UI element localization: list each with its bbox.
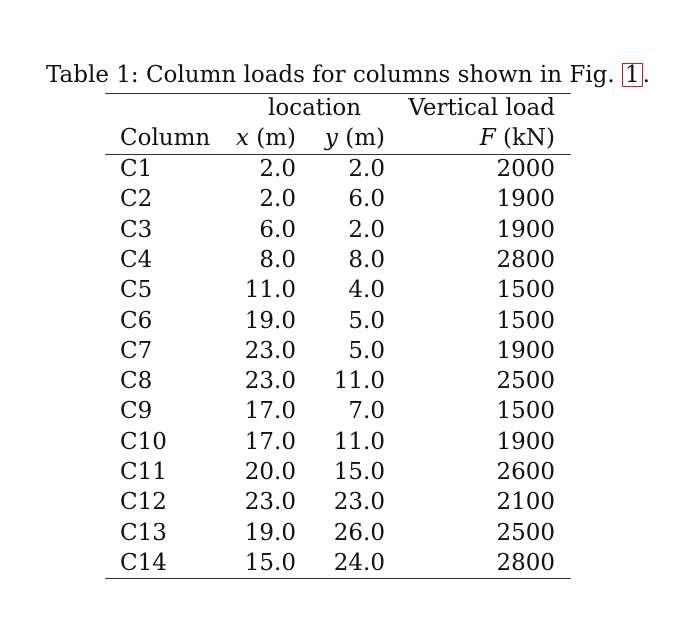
cell-column-id: C12 <box>120 489 167 515</box>
cell-force: 2800 <box>496 550 555 576</box>
header-f-unit: (kN) <box>495 125 555 151</box>
cell-column-id: C1 <box>120 156 153 182</box>
cell-x: 2.0 <box>259 186 296 212</box>
cell-column-id: C14 <box>120 550 167 576</box>
cell-x: 17.0 <box>244 398 296 424</box>
cell-column-id: C6 <box>120 308 153 334</box>
figure-reference-link[interactable]: 1 <box>621 63 643 87</box>
header-y-var: y <box>324 125 338 151</box>
cell-y: 5.0 <box>348 338 385 364</box>
header-y-unit: (m) <box>337 125 385 151</box>
header-vertical-load: Vertical load <box>408 95 555 121</box>
cell-y: 23.0 <box>333 489 385 515</box>
cell-y: 7.0 <box>348 398 385 424</box>
cell-force: 1900 <box>496 217 555 243</box>
cell-x: 11.0 <box>244 277 296 303</box>
cell-column-id: C3 <box>120 217 153 243</box>
cell-y: 26.0 <box>333 520 385 546</box>
table-header-rule <box>105 154 571 155</box>
cell-force: 1900 <box>496 429 555 455</box>
cell-y: 8.0 <box>348 247 385 273</box>
header-column: Column <box>120 125 211 151</box>
cell-x: 6.0 <box>259 217 296 243</box>
header-x: x (m) <box>236 123 296 153</box>
cell-force: 1500 <box>496 308 555 334</box>
cell-force: 2100 <box>496 489 555 515</box>
cell-force: 1900 <box>496 186 555 212</box>
caption-period: . <box>642 62 650 88</box>
cell-force: 2000 <box>496 156 555 182</box>
cell-force: 2800 <box>496 247 555 273</box>
cell-x: 23.0 <box>244 338 296 364</box>
header-location: location <box>268 95 362 121</box>
cell-force: 2500 <box>496 368 555 394</box>
cell-x: 23.0 <box>244 489 296 515</box>
cell-y: 11.0 <box>333 368 385 394</box>
cell-column-id: C9 <box>120 398 153 424</box>
cell-x: 20.0 <box>244 459 296 485</box>
table-top-rule <box>105 93 571 94</box>
cell-force: 2500 <box>496 520 555 546</box>
cell-x: 17.0 <box>244 429 296 455</box>
cell-column-id: C10 <box>120 429 167 455</box>
header-f-var: F <box>479 125 496 151</box>
cell-column-id: C2 <box>120 186 153 212</box>
cell-column-id: C8 <box>120 368 153 394</box>
header-y: y (m) <box>325 123 385 153</box>
header-x-var: x <box>235 125 249 151</box>
cell-column-id: C4 <box>120 247 153 273</box>
cell-column-id: C7 <box>120 338 153 364</box>
cell-y: 11.0 <box>333 429 385 455</box>
cell-force: 1500 <box>496 398 555 424</box>
cell-x: 8.0 <box>259 247 296 273</box>
cell-column-id: C13 <box>120 520 167 546</box>
cell-force: 1900 <box>496 338 555 364</box>
cell-y: 15.0 <box>333 459 385 485</box>
cell-x: 19.0 <box>244 308 296 334</box>
cell-force: 2600 <box>496 459 555 485</box>
header-x-unit: (m) <box>248 125 296 151</box>
cell-force: 1500 <box>496 277 555 303</box>
cell-y: 5.0 <box>348 308 385 334</box>
cell-column-id: C11 <box>120 459 167 485</box>
table-caption: Table 1: Column loads for columns shown … <box>46 62 650 88</box>
cell-y: 4.0 <box>348 277 385 303</box>
cell-y: 24.0 <box>333 550 385 576</box>
table-bottom-rule <box>105 578 571 579</box>
cell-y: 2.0 <box>348 156 385 182</box>
cell-x: 19.0 <box>244 520 296 546</box>
cell-column-id: C5 <box>120 277 153 303</box>
caption-text: Table 1: Column loads for columns shown … <box>46 62 622 88</box>
cell-x: 2.0 <box>259 156 296 182</box>
cell-x: 15.0 <box>244 550 296 576</box>
cell-x: 23.0 <box>244 368 296 394</box>
header-force: F (kN) <box>480 123 555 153</box>
cell-y: 6.0 <box>348 186 385 212</box>
cell-y: 2.0 <box>348 217 385 243</box>
